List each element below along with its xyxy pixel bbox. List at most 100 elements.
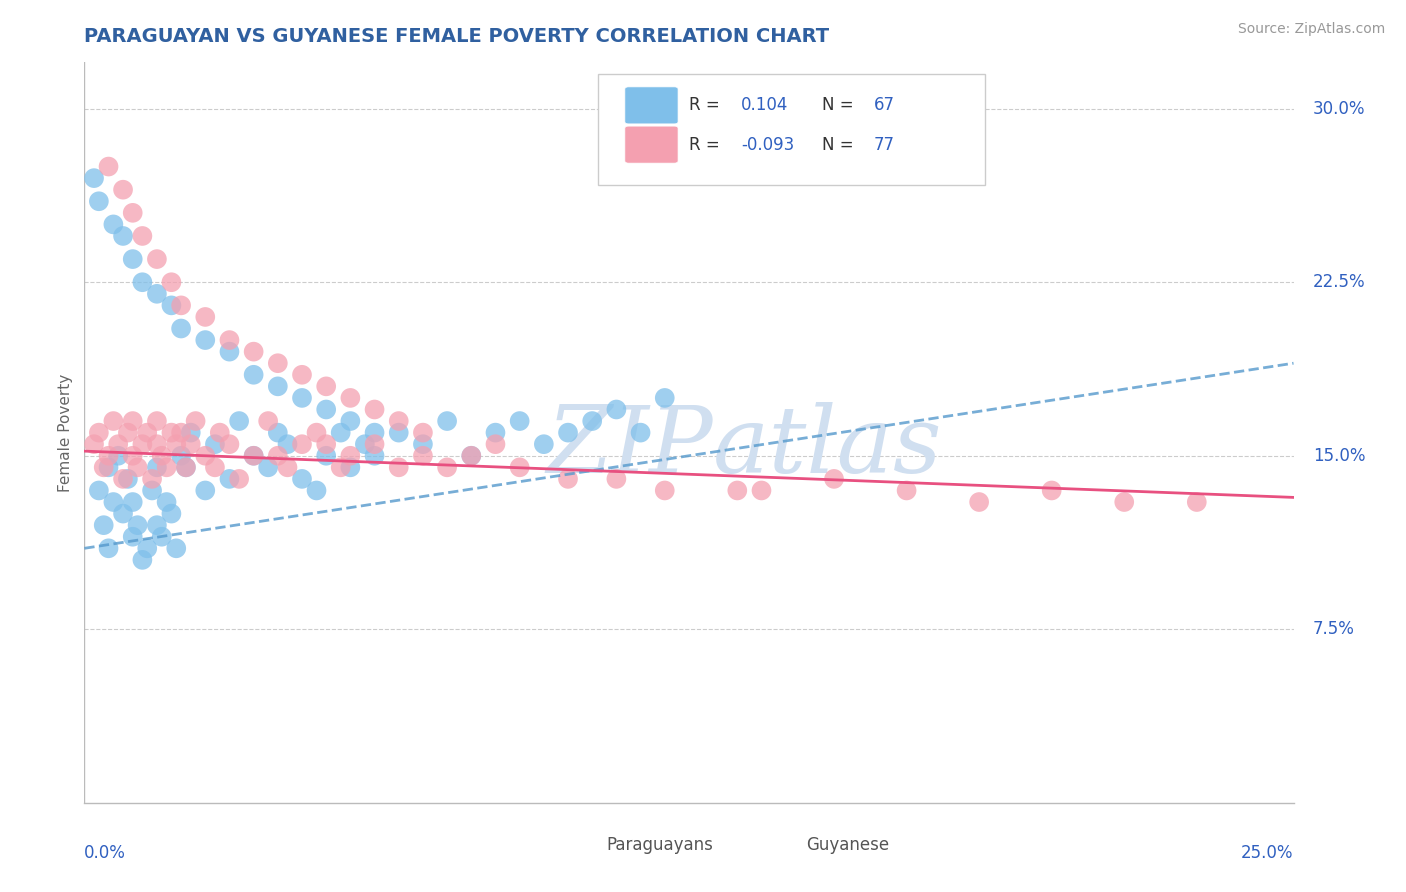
Point	[150, 530, 173, 544]
Point	[557, 472, 579, 486]
Point	[242, 449, 264, 463]
Point	[112, 472, 135, 486]
Point	[725, 483, 748, 498]
Point	[103, 495, 125, 509]
Point	[967, 495, 990, 509]
Point	[242, 368, 264, 382]
Point	[117, 472, 139, 486]
Text: Guyanese: Guyanese	[806, 836, 890, 854]
Point	[339, 460, 361, 475]
FancyBboxPatch shape	[599, 73, 986, 185]
Point	[242, 344, 264, 359]
FancyBboxPatch shape	[553, 830, 602, 861]
Point	[204, 460, 226, 475]
Point	[127, 518, 149, 533]
Point	[184, 414, 207, 428]
Text: atlas: atlas	[713, 402, 942, 492]
FancyBboxPatch shape	[624, 126, 678, 163]
Point	[412, 437, 434, 451]
Point	[155, 460, 177, 475]
Point	[131, 229, 153, 244]
Point	[460, 449, 482, 463]
Point	[87, 425, 110, 440]
Point	[194, 333, 217, 347]
Point	[267, 449, 290, 463]
Point	[112, 183, 135, 197]
FancyBboxPatch shape	[752, 830, 801, 861]
Point	[257, 414, 280, 428]
Point	[83, 171, 105, 186]
Text: 0.0%: 0.0%	[84, 845, 127, 863]
Text: -0.093: -0.093	[741, 136, 794, 153]
Text: R =: R =	[689, 136, 720, 153]
Point	[117, 425, 139, 440]
Point	[363, 449, 385, 463]
Point	[194, 310, 217, 324]
Point	[131, 437, 153, 451]
Point	[127, 460, 149, 475]
Point	[291, 472, 314, 486]
Point	[654, 483, 676, 498]
Point	[112, 507, 135, 521]
Point	[121, 414, 143, 428]
Y-axis label: Female Poverty: Female Poverty	[58, 374, 73, 491]
Point	[276, 437, 298, 451]
Point	[363, 425, 385, 440]
Point	[228, 472, 250, 486]
Point	[460, 449, 482, 463]
Point	[605, 472, 627, 486]
Point	[412, 449, 434, 463]
Point	[97, 449, 120, 463]
Point	[141, 483, 163, 498]
Point	[1114, 495, 1136, 509]
Point	[823, 472, 845, 486]
Point	[291, 368, 314, 382]
Text: N =: N =	[823, 136, 853, 153]
Text: Source: ZipAtlas.com: Source: ZipAtlas.com	[1237, 22, 1385, 37]
Point	[136, 541, 159, 556]
Point	[87, 483, 110, 498]
Point	[141, 472, 163, 486]
Point	[107, 449, 129, 463]
Point	[363, 437, 385, 451]
Text: 30.0%: 30.0%	[1313, 100, 1365, 118]
Point	[160, 425, 183, 440]
Point	[276, 460, 298, 475]
Point	[146, 414, 169, 428]
Point	[267, 356, 290, 370]
Point	[412, 425, 434, 440]
Point	[146, 437, 169, 451]
Point	[165, 541, 187, 556]
Point	[121, 530, 143, 544]
Point	[93, 460, 115, 475]
Point	[121, 206, 143, 220]
Point	[93, 518, 115, 533]
Point	[194, 483, 217, 498]
Point	[291, 391, 314, 405]
Point	[436, 460, 458, 475]
Point	[146, 518, 169, 533]
FancyBboxPatch shape	[624, 87, 678, 124]
Point	[97, 160, 120, 174]
Point	[150, 449, 173, 463]
Text: 15.0%: 15.0%	[1313, 447, 1365, 465]
Point	[155, 495, 177, 509]
Point	[315, 449, 337, 463]
Point	[242, 449, 264, 463]
Point	[131, 553, 153, 567]
Point	[97, 460, 120, 475]
Point	[484, 425, 506, 440]
Text: 0.104: 0.104	[741, 96, 789, 114]
Point	[388, 414, 411, 428]
Text: 77: 77	[875, 136, 896, 153]
Point	[291, 437, 314, 451]
Point	[436, 414, 458, 428]
Point	[204, 437, 226, 451]
Text: Paraguayans: Paraguayans	[607, 836, 714, 854]
Point	[208, 425, 231, 440]
Point	[329, 460, 352, 475]
Point	[339, 449, 361, 463]
Text: 22.5%: 22.5%	[1313, 273, 1365, 291]
Point	[165, 437, 187, 451]
Point	[1040, 483, 1063, 498]
